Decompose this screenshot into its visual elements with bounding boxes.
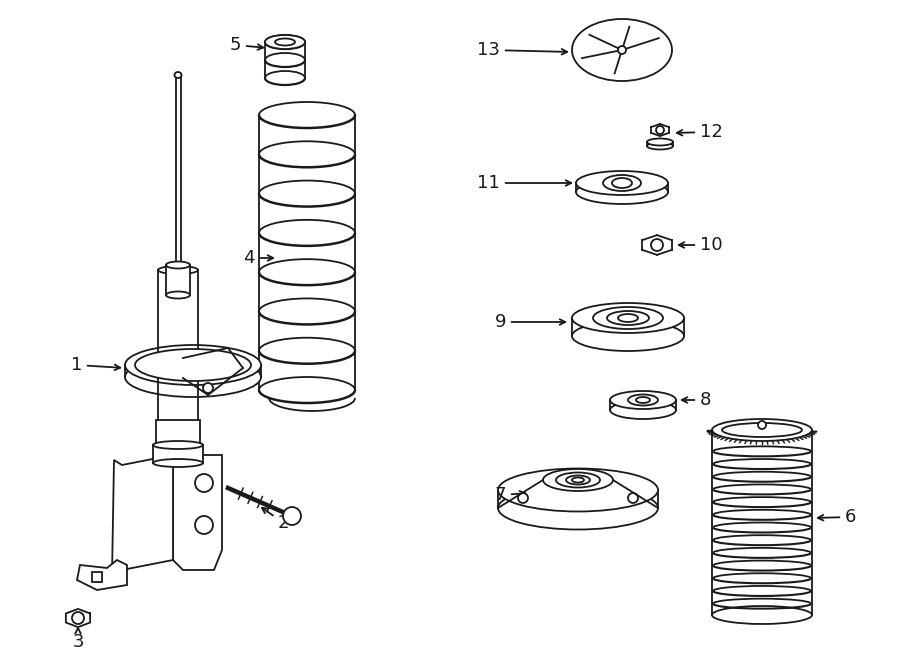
Text: 6: 6 bbox=[818, 508, 857, 526]
Ellipse shape bbox=[610, 401, 676, 419]
Ellipse shape bbox=[712, 606, 812, 624]
Ellipse shape bbox=[576, 180, 668, 204]
Text: 3: 3 bbox=[72, 627, 84, 651]
Circle shape bbox=[518, 493, 528, 503]
Ellipse shape bbox=[572, 303, 684, 333]
Text: 12: 12 bbox=[677, 123, 723, 141]
Text: 10: 10 bbox=[679, 236, 723, 254]
Ellipse shape bbox=[636, 397, 650, 403]
Circle shape bbox=[195, 474, 213, 492]
Circle shape bbox=[195, 516, 213, 534]
Ellipse shape bbox=[722, 423, 802, 437]
Ellipse shape bbox=[543, 469, 613, 491]
Text: 8: 8 bbox=[682, 391, 711, 409]
Polygon shape bbox=[77, 560, 127, 590]
Ellipse shape bbox=[498, 486, 658, 529]
Ellipse shape bbox=[647, 139, 673, 145]
Text: 4: 4 bbox=[244, 249, 274, 267]
Ellipse shape bbox=[153, 441, 203, 449]
Circle shape bbox=[203, 383, 213, 393]
Ellipse shape bbox=[135, 349, 251, 381]
Text: 1: 1 bbox=[70, 356, 121, 374]
Circle shape bbox=[656, 126, 664, 134]
Ellipse shape bbox=[572, 477, 584, 483]
Polygon shape bbox=[112, 455, 173, 575]
Ellipse shape bbox=[628, 395, 658, 405]
Ellipse shape bbox=[572, 19, 672, 81]
Ellipse shape bbox=[603, 175, 641, 191]
Text: 13: 13 bbox=[477, 41, 567, 59]
Ellipse shape bbox=[498, 469, 658, 512]
Ellipse shape bbox=[125, 357, 261, 397]
Ellipse shape bbox=[166, 262, 190, 268]
Ellipse shape bbox=[175, 72, 182, 78]
Circle shape bbox=[651, 239, 663, 251]
Ellipse shape bbox=[612, 178, 632, 188]
Circle shape bbox=[618, 46, 626, 54]
Ellipse shape bbox=[712, 419, 812, 441]
Ellipse shape bbox=[610, 391, 676, 409]
Ellipse shape bbox=[566, 475, 590, 485]
Text: 7: 7 bbox=[494, 486, 526, 504]
Circle shape bbox=[72, 612, 84, 624]
Polygon shape bbox=[173, 455, 222, 570]
Text: 2: 2 bbox=[262, 508, 290, 532]
FancyBboxPatch shape bbox=[153, 445, 203, 463]
Circle shape bbox=[628, 493, 638, 503]
Text: 9: 9 bbox=[494, 313, 565, 331]
Ellipse shape bbox=[556, 473, 600, 488]
Text: 11: 11 bbox=[477, 174, 572, 192]
Ellipse shape bbox=[153, 459, 203, 467]
Text: 5: 5 bbox=[230, 36, 263, 54]
Ellipse shape bbox=[265, 35, 305, 49]
Ellipse shape bbox=[166, 292, 190, 299]
Ellipse shape bbox=[572, 321, 684, 351]
Ellipse shape bbox=[275, 38, 295, 46]
Ellipse shape bbox=[607, 311, 649, 325]
Ellipse shape bbox=[125, 345, 261, 385]
Circle shape bbox=[283, 507, 301, 525]
Ellipse shape bbox=[158, 266, 198, 274]
Polygon shape bbox=[92, 572, 102, 582]
FancyBboxPatch shape bbox=[176, 75, 181, 270]
FancyBboxPatch shape bbox=[166, 265, 190, 295]
FancyBboxPatch shape bbox=[156, 420, 200, 445]
Circle shape bbox=[758, 421, 766, 429]
Ellipse shape bbox=[618, 314, 638, 322]
Ellipse shape bbox=[647, 143, 673, 149]
Ellipse shape bbox=[576, 171, 668, 195]
Ellipse shape bbox=[593, 307, 663, 329]
